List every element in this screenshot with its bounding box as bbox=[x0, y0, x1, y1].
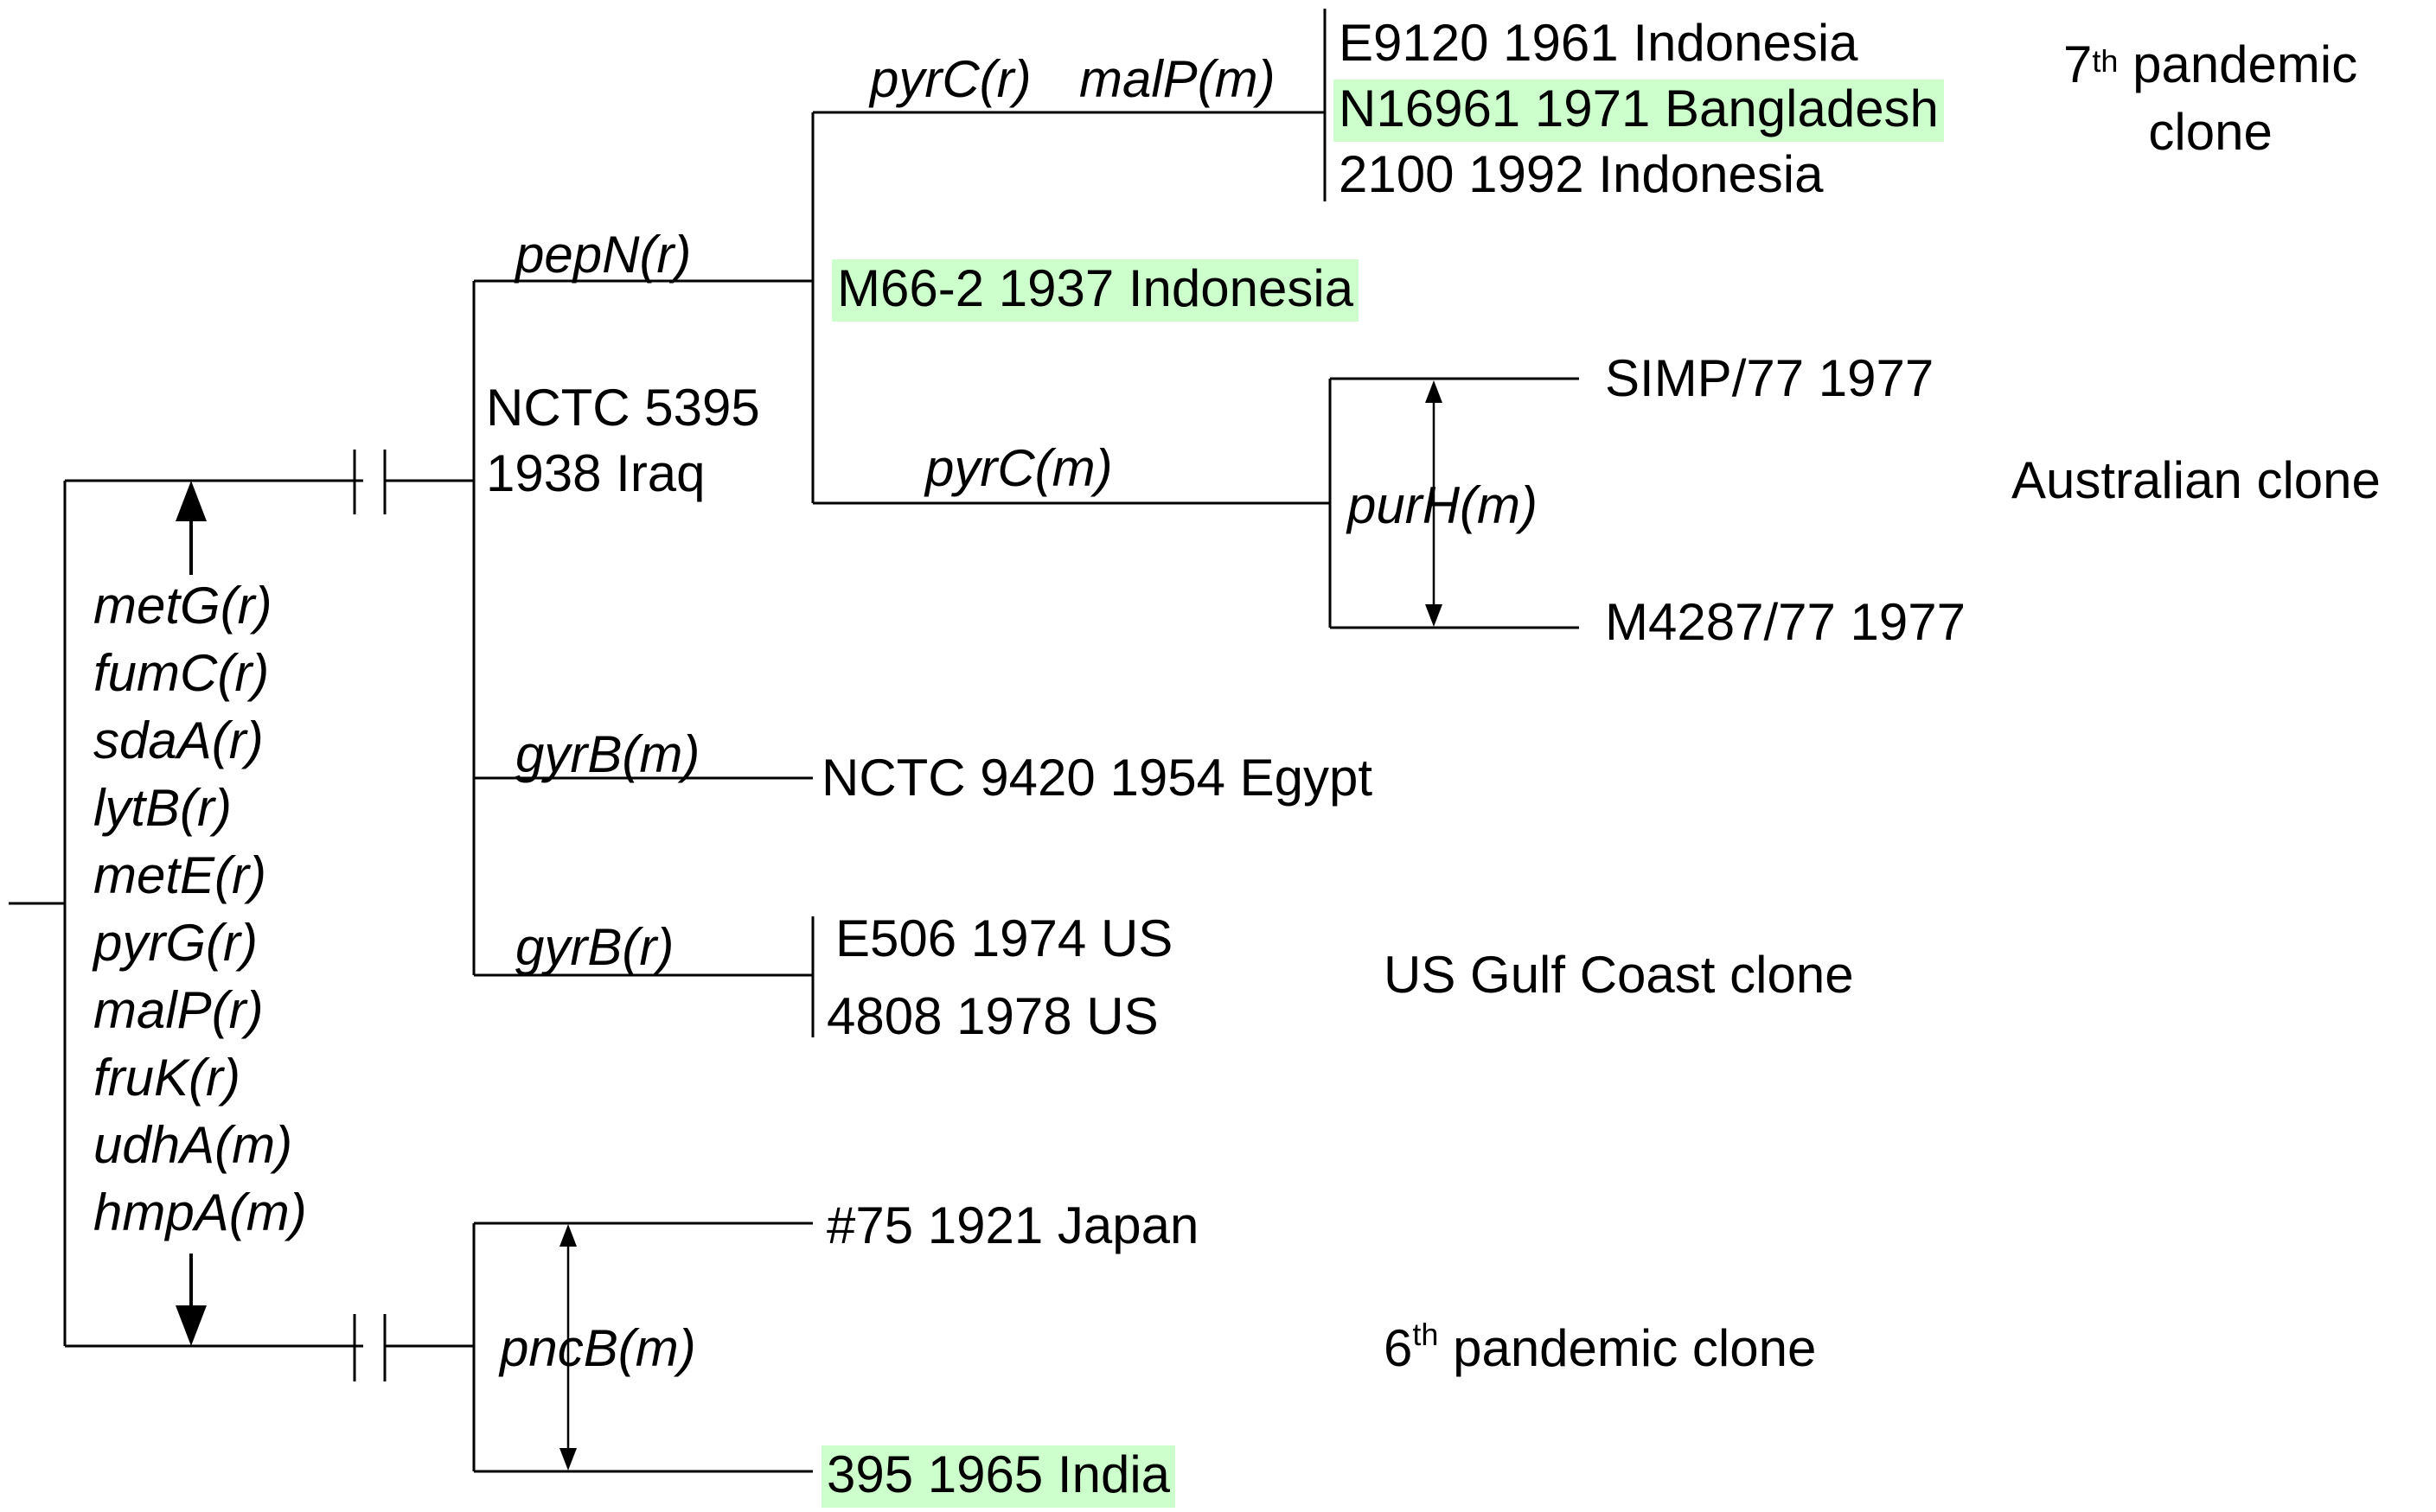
label-gyrB-m: gyrB(m) bbox=[515, 725, 700, 783]
strain-m66-2: M66-2 1937 Indonesia bbox=[832, 259, 1359, 322]
root-gene-item: sdaA(r) bbox=[93, 711, 264, 769]
strain-e506: E506 1974 US bbox=[835, 909, 1173, 967]
clone-seventh-ordinal: 7 bbox=[2063, 35, 2093, 93]
clone-seventh-line2: clone bbox=[2148, 103, 2273, 161]
clone-sixth-ordinal: 6 bbox=[1384, 1319, 1413, 1377]
strain-75: #75 1921 Japan bbox=[827, 1196, 1199, 1254]
label-gyrB-r: gyrB(r) bbox=[515, 918, 675, 976]
root-gene-item: lytB(r) bbox=[93, 779, 232, 837]
clone-seventh-line1: pandemic bbox=[2132, 35, 2358, 93]
root-arrow-up bbox=[176, 481, 207, 521]
label-pyrC-m: pyrC(m) bbox=[925, 439, 1113, 497]
purH-arrow-down bbox=[1425, 604, 1442, 627]
purH-arrow-up bbox=[1425, 380, 1442, 403]
label-malP-m: malP(m) bbox=[1079, 50, 1276, 108]
strain-simp77: SIMP/77 1977 bbox=[1605, 349, 1934, 407]
root-gene-item: metG(r) bbox=[93, 577, 272, 635]
strain-n16961: N16961 1971 Bangladesh bbox=[1333, 80, 1944, 142]
label-purH-m: purH(m) bbox=[1347, 476, 1538, 534]
strain-2100: 2100 1992 Indonesia bbox=[1339, 145, 1824, 203]
clone-seventh-sup: th bbox=[2092, 43, 2119, 79]
root-gene-item: fruK(r) bbox=[93, 1049, 240, 1107]
label-pepN-r: pepN(r) bbox=[515, 226, 692, 284]
clone-sixth-pandemic: 6th pandemic clone bbox=[1384, 1319, 1816, 1375]
root-gene-item: pyrG(r) bbox=[93, 914, 258, 972]
pncB-arrow-up bbox=[559, 1224, 577, 1247]
root-arrow-down bbox=[176, 1305, 207, 1346]
clone-sixth-rest: pandemic clone bbox=[1453, 1319, 1817, 1377]
strain-e9120: E9120 1961 Indonesia bbox=[1339, 14, 1858, 72]
root-gene-item: metE(r) bbox=[93, 846, 266, 904]
root-gene-list: metG(r) fumC(r) sdaA(r) lytB(r) metE(r) pyrG(… bbox=[93, 572, 307, 1247]
label-pyrC-r: pyrC(r) bbox=[870, 50, 1032, 108]
strain-nctc5395-line2: 1938 Iraq bbox=[486, 444, 706, 502]
root-gene-item: malP(r) bbox=[93, 981, 264, 1039]
root-gene-item: hmpA(m) bbox=[93, 1183, 307, 1241]
label-pncB-m: pncB(m) bbox=[500, 1319, 696, 1377]
clone-australian: Australian clone bbox=[2011, 451, 2381, 509]
strain-4808: 4808 1978 US bbox=[827, 987, 1159, 1045]
strain-nctc5395-line1: NCTC 5395 bbox=[486, 379, 760, 437]
strain-m4287: M4287/77 1977 bbox=[1605, 593, 1966, 651]
root-gene-item: udhA(m) bbox=[93, 1116, 293, 1174]
clone-sixth-sup: th bbox=[1412, 1317, 1439, 1352]
clone-seventh-pandemic: 7th pandemic clone bbox=[2063, 31, 2357, 166]
root-gene-item: fumC(r) bbox=[93, 644, 270, 702]
clone-us-gulf-coast: US Gulf Coast clone bbox=[1384, 946, 1854, 1004]
strain-395: 395 1965 India bbox=[822, 1445, 1176, 1508]
strain-nctc9420: NCTC 9420 1954 Egypt bbox=[822, 749, 1373, 807]
pncB-arrow-down bbox=[559, 1448, 577, 1471]
